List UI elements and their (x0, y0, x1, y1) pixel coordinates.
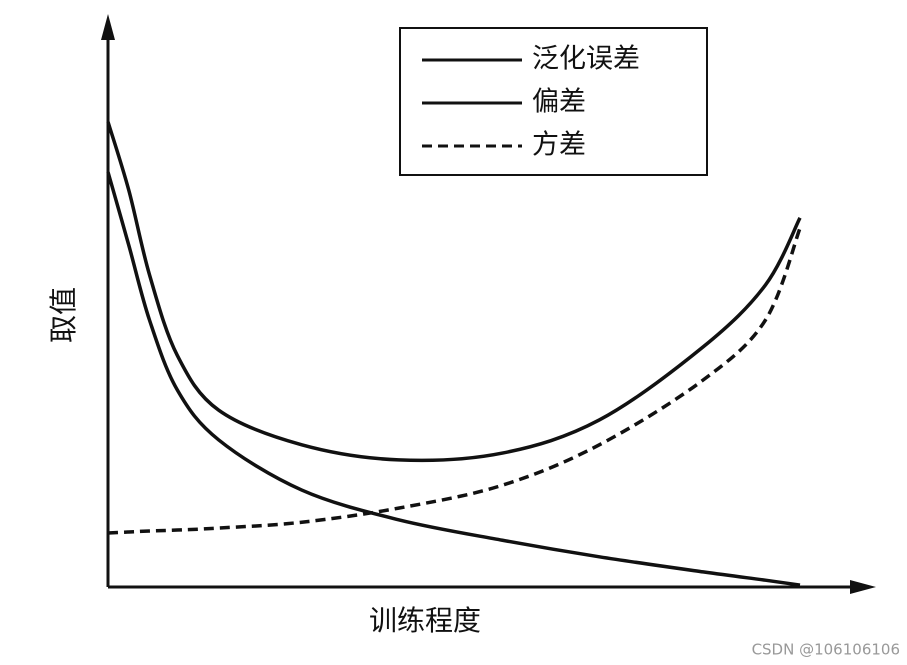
watermark: CSDN @106106106 (752, 641, 900, 659)
series-line (107, 227, 802, 535)
x-axis-label: 训练程度 (369, 604, 481, 637)
series-line (106, 121, 802, 463)
y-axis-arrow (101, 14, 115, 40)
legend-label: 泛化误差 (532, 44, 640, 75)
x-axis-arrow (850, 580, 876, 594)
legend-label: 方差 (532, 130, 586, 161)
y-axis-label: 取值 (47, 287, 80, 343)
legend-label: 偏差 (532, 87, 586, 118)
series-line (106, 171, 801, 587)
legend-box (399, 27, 708, 176)
